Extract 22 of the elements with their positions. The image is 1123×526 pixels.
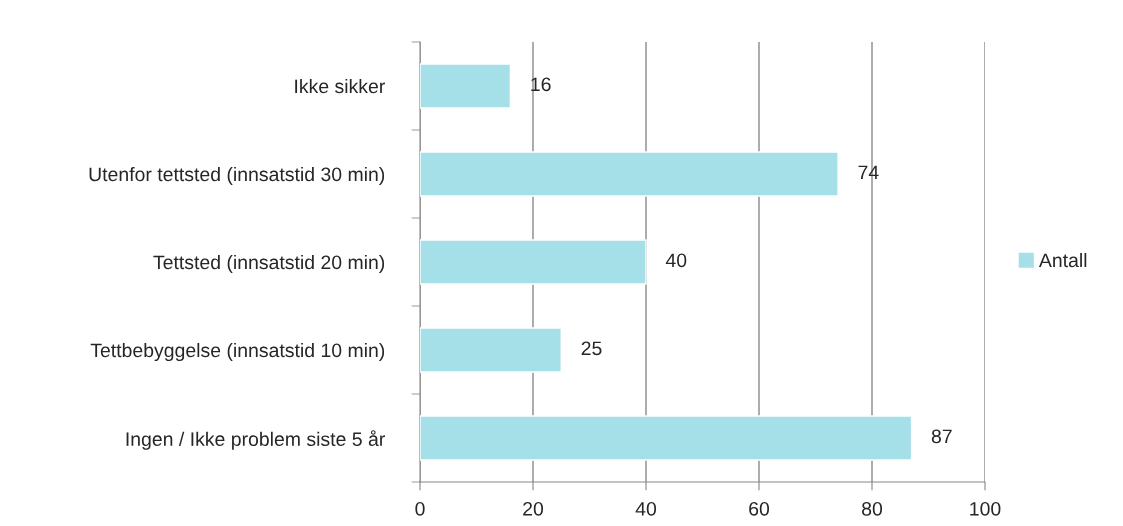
data-label: 25 — [581, 341, 602, 356]
data-label: 40 — [665, 253, 687, 268]
data-label: 16 — [531, 77, 551, 92]
x-tick-label: 0 — [415, 501, 425, 516]
legend-label: Antall — [1038, 252, 1087, 268]
bar — [420, 415, 913, 461]
bar — [420, 151, 839, 197]
bar — [420, 239, 647, 285]
y-tick-label: Utenfor tettsted (innsatstid 30 min) — [89, 166, 385, 186]
y-tick-label: Ikke sikker — [295, 78, 385, 94]
x-tick-label: 80 — [862, 501, 883, 516]
x-tick-label: 60 — [749, 501, 770, 516]
y-tick-label: Ingen / Ikke problem siste 5 år — [126, 430, 385, 450]
x-tick-label: 40 — [635, 501, 657, 516]
bar — [420, 327, 562, 373]
bar — [420, 63, 512, 109]
x-tick-label: 100 — [970, 501, 1001, 516]
data-label: 74 — [858, 165, 879, 180]
y-tick-label: Tettbebyggelse (innsatstid 10 min) — [90, 342, 385, 362]
y-tick-label: Tettsted (innsatstid 20 min) — [153, 254, 385, 274]
data-label: 87 — [931, 429, 952, 444]
x-tick-label: 20 — [523, 501, 544, 516]
